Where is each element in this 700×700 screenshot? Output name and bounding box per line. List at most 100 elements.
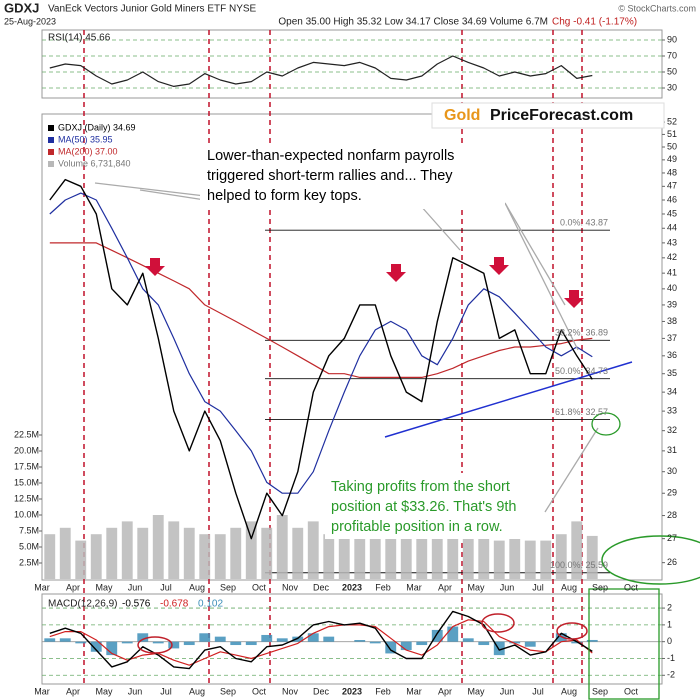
x-tick-label: Mar (34, 582, 50, 592)
fib-label: 100.0%: 25.59 (550, 560, 608, 570)
bar (121, 521, 133, 579)
bar (400, 641, 412, 651)
highlight-box (588, 588, 660, 700)
legend-entry: -0.678 (160, 599, 189, 610)
symbol: GDXJ (4, 0, 39, 15)
bar (323, 534, 335, 579)
annotation-line: helped to form key tops. (207, 188, 362, 204)
trendline (384, 361, 633, 438)
bar (137, 527, 149, 579)
rsi-panel (41, 29, 663, 99)
x-tick-label: Jun (128, 686, 143, 696)
legend-entry: MA(50) 35.95 (58, 134, 113, 144)
bar (369, 641, 381, 644)
y-tick-label: 26 (667, 557, 677, 567)
arrow (386, 264, 406, 282)
logo-site: PriceForecast.com (490, 107, 633, 124)
series-line (49, 242, 593, 378)
y-tick-label: 27 (667, 533, 677, 543)
bar (416, 641, 428, 646)
bar (509, 534, 521, 579)
y-tick-label: 90 (667, 34, 677, 44)
series-line (49, 178, 593, 540)
y-tick-label: 32 (667, 425, 677, 435)
bar (214, 636, 226, 642)
x-tick-label: Aug (189, 686, 205, 696)
bar (524, 641, 536, 647)
bar (168, 641, 180, 649)
x-tick-label: May (467, 686, 485, 696)
y2-tick-label: 12.5M (14, 493, 39, 503)
bar (462, 521, 474, 579)
x-tick-label: Jun (500, 582, 515, 592)
bar (571, 641, 583, 644)
x-tick-label: Jul (532, 686, 544, 696)
bar (214, 534, 226, 579)
bar (338, 527, 350, 579)
x-tick-label: Jul (532, 582, 544, 592)
x-tick-label: Oct (624, 686, 639, 696)
y-tick-label: 45 (667, 208, 677, 218)
x-tick-label: May (467, 582, 485, 592)
annotation-box (200, 143, 505, 209)
y2-tick-label: 2.5M (19, 557, 39, 567)
x-tick-label: 2023 (342, 582, 362, 592)
bar (199, 534, 211, 579)
x-tick-label: Oct (624, 582, 639, 592)
rsi-line (49, 55, 593, 87)
bar (509, 641, 521, 644)
bar (152, 515, 164, 579)
bar (447, 515, 459, 579)
y-tick-label: 31 (667, 445, 677, 455)
y-tick-label: 1 (667, 619, 672, 629)
date: 25-Aug-2023 (4, 16, 56, 26)
bar (431, 527, 443, 579)
x-tick-label: Oct (252, 686, 267, 696)
x-tick-label: Aug (189, 582, 205, 592)
y-tick-label: 50 (667, 141, 677, 151)
x-tick-label: Mar (406, 582, 422, 592)
x-tick-label: Sep (592, 582, 608, 592)
bar (400, 534, 412, 579)
bar (555, 534, 567, 579)
x-tick-label: Apr (66, 686, 80, 696)
bar (183, 527, 195, 579)
bar (75, 540, 87, 579)
annotation-line: position at $33.26. That's 9th (331, 499, 517, 515)
bar (44, 534, 56, 579)
legend-swatch (48, 137, 54, 143)
y2-tick-label: 15.0M (14, 477, 39, 487)
bar (307, 521, 319, 579)
y-tick-label: 30 (667, 82, 677, 92)
annotation-line: profitable position in a row. (331, 519, 503, 535)
x-tick-label: Dec (313, 686, 330, 696)
bar (354, 640, 366, 642)
bar (292, 527, 304, 579)
bar (230, 641, 242, 646)
bar (307, 633, 319, 642)
decorations: Gold PriceForecast.com (94, 102, 700, 700)
logo-gold: Gold (444, 107, 480, 124)
legend-entry: -0.576 (122, 599, 151, 610)
y-tick-label: 44 (667, 223, 677, 233)
change: Chg -0.41 (-1.17%) (552, 17, 637, 28)
y2-tick-label: 17.5M (14, 461, 39, 471)
macd-panel (41, 593, 663, 685)
fib-label: 61.8%: 32.57 (555, 407, 608, 417)
bar (59, 638, 71, 642)
annotation-line: Taking profits from the short (331, 479, 510, 495)
y2-tick-label: 7.5M (19, 525, 39, 535)
annotation-line: triggered short-term rallies and... They (207, 168, 453, 184)
fib-label: 50.0%: 34.73 (555, 366, 608, 376)
bar (478, 641, 490, 646)
legend-entry: 0.102 (198, 599, 223, 610)
legend-entry: GDXJ (Daily) 34.69 (58, 122, 136, 132)
x-tick-label: Aug (561, 582, 577, 592)
bar (385, 527, 397, 579)
x-tick-label: Aug (561, 686, 577, 696)
bar (121, 641, 133, 644)
bar (152, 641, 164, 644)
legend-swatch (48, 161, 54, 167)
series-line (49, 619, 593, 666)
